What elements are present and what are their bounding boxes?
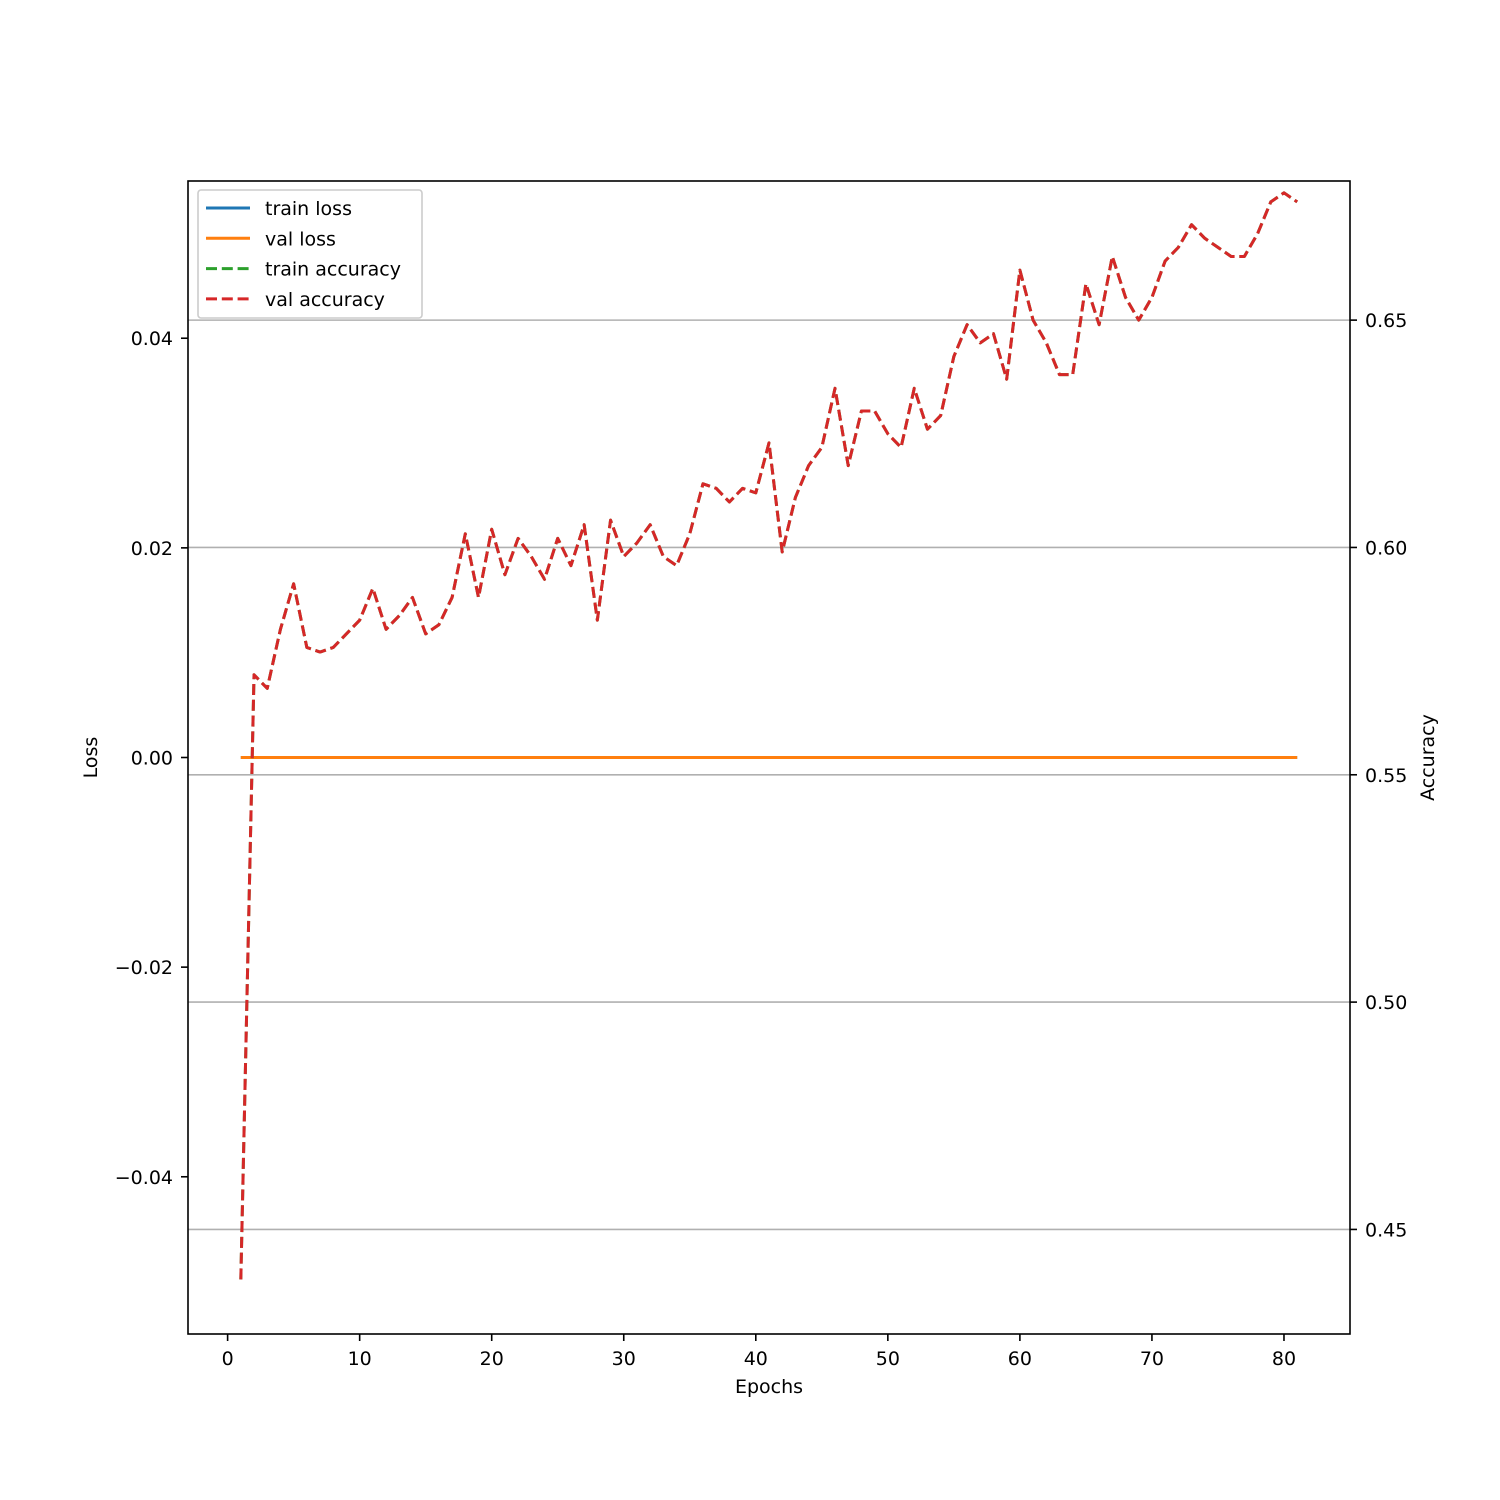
legend-label: val loss — [265, 228, 336, 250]
plot-series — [239, 191, 1299, 1280]
x-axis-label: Epochs — [735, 1376, 803, 1398]
right-y-tick-label: 0.45 — [1365, 1219, 1407, 1241]
left-y-axis-label: Loss — [80, 737, 102, 779]
legend-box — [197, 189, 423, 319]
x-tick-label: 30 — [612, 1348, 636, 1370]
left-y-axis-ticks: −0.04 −0.02 0.00 0.02 0.04 — [115, 328, 188, 1189]
x-tick-label: 0 — [222, 1348, 234, 1370]
left-y-tick-label: 0.02 — [131, 538, 173, 560]
x-tick-label: 40 — [744, 1348, 768, 1370]
left-y-tick-label: −0.02 — [115, 957, 173, 979]
left-y-tick-label: 0.04 — [131, 328, 173, 350]
legend-label: val accuracy — [265, 289, 385, 311]
right-y-tick-label: 0.60 — [1365, 537, 1407, 559]
x-tick-label: 70 — [1140, 1348, 1164, 1370]
right-axis-gridlines — [188, 319, 1350, 1231]
x-tick-label: 10 — [348, 1348, 372, 1370]
x-axis-ticks: 0 10 20 30 40 50 60 70 80 — [222, 1334, 1296, 1370]
x-tick-label: 20 — [480, 1348, 504, 1370]
x-tick-label: 50 — [876, 1348, 900, 1370]
right-y-axis-ticks: 0.45 0.50 0.55 0.60 0.65 — [1350, 310, 1407, 1241]
x-tick-label: 60 — [1008, 1348, 1032, 1370]
legend-label: train accuracy — [265, 259, 401, 281]
right-y-axis-label: Accuracy — [1417, 714, 1439, 801]
left-y-tick-label: −0.04 — [115, 1167, 173, 1189]
legend-label: train loss — [265, 198, 352, 220]
series-line-val-accuracy — [239, 191, 1299, 1280]
legend: train loss val loss train accuracy val accu… — [197, 189, 423, 319]
series-line-train-accuracy — [239, 191, 1299, 1280]
right-y-tick-label: 0.65 — [1365, 310, 1407, 332]
x-tick-label: 80 — [1272, 1348, 1296, 1370]
right-y-tick-label: 0.55 — [1365, 765, 1407, 787]
left-y-tick-label: 0.00 — [131, 748, 173, 770]
right-y-tick-label: 0.50 — [1365, 992, 1407, 1014]
